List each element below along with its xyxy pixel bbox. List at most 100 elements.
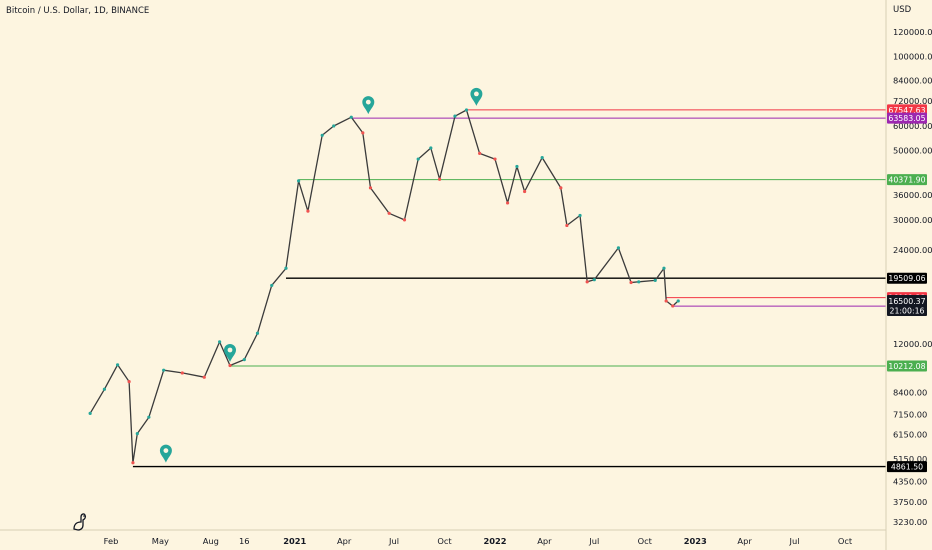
price-axis-tick-label: 60000.00 <box>893 121 932 131</box>
price-point <box>228 363 232 368</box>
time-axis-tick-label: Jul <box>588 536 599 546</box>
price-point <box>653 278 657 282</box>
time-axis-tick-label: Oct <box>838 536 853 546</box>
time-axis-tick-label: 2022 <box>483 536 506 546</box>
price-point <box>297 179 301 183</box>
map-pin-icon[interactable] <box>159 444 172 463</box>
level-price-tag-label: 40371.90 <box>888 176 925 185</box>
time-axis-tick-label: May <box>152 536 169 546</box>
time-axis-tick-label: Aug <box>203 536 219 546</box>
map-pin-icon[interactable] <box>470 87 483 106</box>
price-point <box>453 114 457 118</box>
price-point <box>540 156 544 160</box>
map-pin-icon[interactable] <box>224 344 236 362</box>
time-axis-tick-label: Feb <box>104 536 119 546</box>
price-point <box>368 186 373 190</box>
price-point <box>349 115 353 119</box>
level-price-tag-label: 19509.06 <box>888 274 925 283</box>
price-point <box>306 209 310 213</box>
tradingview-logo-icon[interactable] <box>73 513 87 531</box>
map-pin-icon[interactable] <box>362 96 375 115</box>
price-point <box>515 164 519 169</box>
price-point <box>127 380 131 384</box>
price-point <box>578 213 582 218</box>
horizontal-levels <box>132 109 886 468</box>
level-price-tag-label: 63583.05 <box>888 114 925 123</box>
price-axis-tick-label: 3750.00 <box>893 497 927 507</box>
price-markers <box>159 87 483 463</box>
price-point <box>102 387 107 391</box>
price-axis-unit: USD <box>893 5 912 15</box>
price-point <box>585 280 589 284</box>
price-point <box>437 177 442 181</box>
price-axis-tick-label: 24000.00 <box>893 245 932 255</box>
price-axis-tick-label: 12000.00 <box>893 339 932 349</box>
time-axis-tick-label: Oct <box>638 536 653 546</box>
price-point <box>464 108 469 112</box>
price-axis-tick-label: 4350.00 <box>893 477 927 487</box>
price-axis[interactable]: 3230.00 3750.00 4350.00 5150.00 6150.00 7150.… <box>893 27 932 527</box>
chart-title: Bitcoin / U.S. Dollar, 1D, BINANCE <box>6 6 149 16</box>
time-axis-tick-label: 2023 <box>684 536 707 546</box>
price-point <box>180 371 184 375</box>
price-axis-tick-label: 100000.00 <box>893 52 932 62</box>
level-price-tag <box>887 272 927 284</box>
price-point <box>255 331 260 335</box>
time-axis-tick-label: Apr <box>337 536 352 546</box>
price-point <box>478 151 482 156</box>
price-axis-tick-label: 30000.00 <box>893 215 932 225</box>
price-point <box>493 157 497 161</box>
price-point <box>242 358 246 362</box>
price-point <box>523 189 527 194</box>
price-point <box>361 131 365 135</box>
price-axis-tick-label: 50000.00 <box>893 146 932 156</box>
price-point <box>284 266 288 270</box>
price-point <box>671 304 675 308</box>
time-axis-tick-label: Apr <box>537 536 552 546</box>
level-price-tag-label: 10212.08 <box>888 362 925 371</box>
level-price-labels: 67547.6363583.0540371.9019509.0616901.23… <box>887 104 927 473</box>
price-axis-tick-label: 7150.00 <box>893 409 927 419</box>
current-price-tag <box>887 294 927 316</box>
price-point <box>115 363 120 367</box>
time-axis-tick-label: Jul <box>388 536 399 546</box>
time-axis-tick-label: Oct <box>437 536 452 546</box>
price-point <box>88 411 92 415</box>
price-axis-tick-label: 120000.00 <box>893 27 932 37</box>
time-axis-tick-label: Apr <box>737 536 752 546</box>
level-price-tag-label: 4861.50 <box>891 463 923 472</box>
price-point <box>147 415 151 419</box>
level-price-tag <box>887 174 927 186</box>
price-point <box>131 461 135 465</box>
price-point <box>416 157 420 161</box>
price-axis-tick-label: 8400.00 <box>893 387 927 397</box>
price-point <box>135 432 139 436</box>
level-price-tag-label: 67547.63 <box>888 106 925 115</box>
price-point <box>270 283 274 288</box>
price-axis-tick-label: 84000.00 <box>893 75 932 85</box>
price-point <box>202 375 206 379</box>
current-price-label: 16500.37 <box>888 297 925 306</box>
price-point <box>559 186 563 190</box>
price-point <box>429 146 433 150</box>
price-point <box>637 280 641 284</box>
price-point <box>162 368 166 372</box>
price-point <box>506 201 510 205</box>
price-point <box>629 280 633 285</box>
price-point <box>662 266 666 270</box>
time-axis-tick-label: 2021 <box>283 536 306 546</box>
time-axis-tick-label: Jul <box>789 536 800 546</box>
price-axis-tick-label: 3230.00 <box>893 517 927 527</box>
price-point <box>218 340 222 344</box>
price-axis-tick-label: 5150.00 <box>893 454 927 464</box>
level-price-tag <box>887 360 927 372</box>
price-axis-tick-label: 36000.00 <box>893 190 932 200</box>
bar-countdown-label: 21:00:16 <box>889 306 924 315</box>
price-point <box>664 299 668 303</box>
price-point <box>676 299 680 303</box>
price-axis-tick-label: 72000.00 <box>893 96 932 106</box>
time-axis[interactable]: Feb May Aug 16 2021 Apr Jul Oct 2022 Apr Jul Oct 202… <box>104 536 853 546</box>
